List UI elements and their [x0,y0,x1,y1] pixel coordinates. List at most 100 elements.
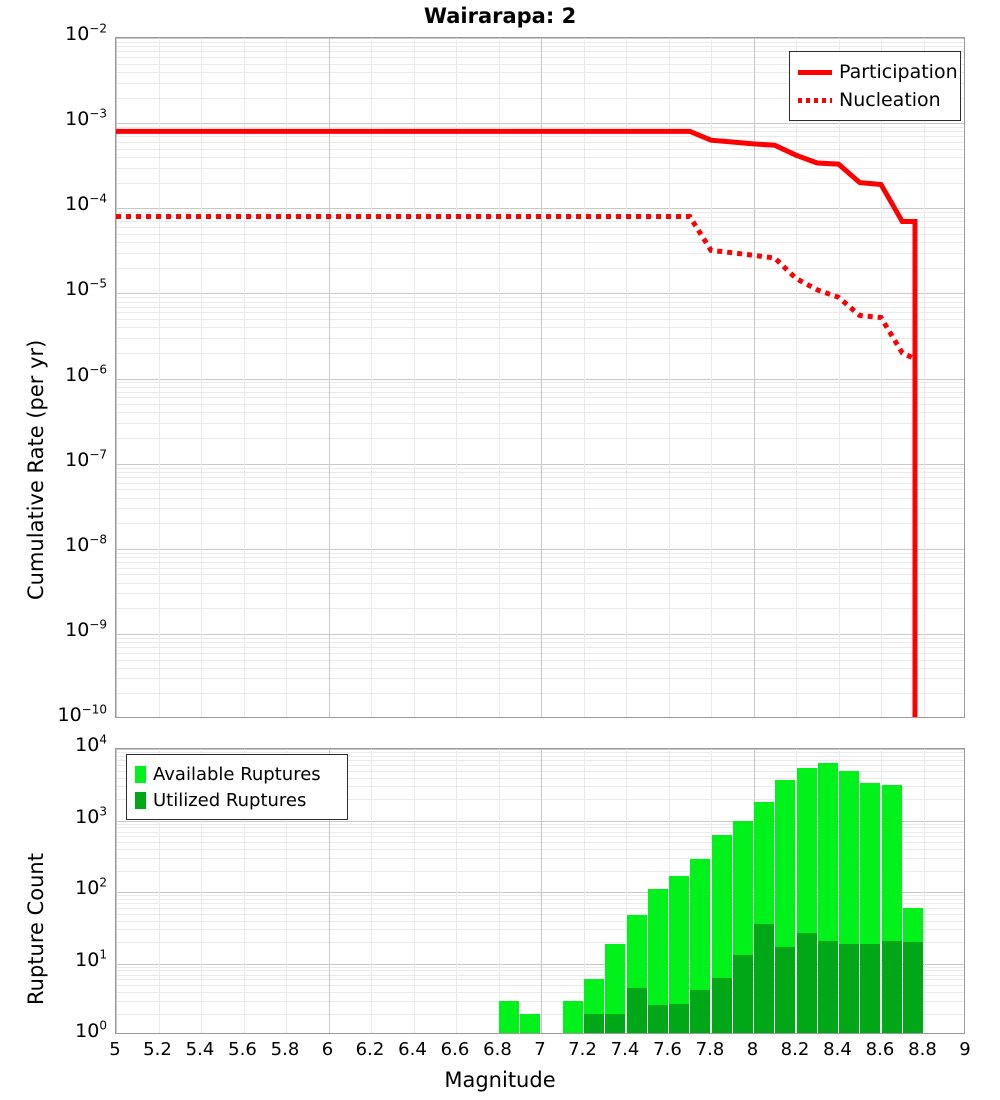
y-axis-tick-label: 10−8 [65,532,107,556]
gridline-horizontal [116,823,964,825]
gridline-horizontal [116,476,964,478]
gridline-vertical [711,749,712,1033]
gridline-vertical [583,38,585,717]
gridline-horizontal [116,212,964,214]
gridline-horizontal [116,647,964,649]
solid-line-icon [798,69,832,75]
gridline-horizontal [116,82,964,84]
y-axis-tick-label: 10−10 [57,702,107,726]
y-axis-tick-label: 104 [75,732,107,756]
gridline-horizontal [116,970,964,972]
gridline-horizontal [116,552,964,554]
gridline-horizontal [116,352,964,354]
bar-available-ruptures [647,889,668,1033]
gridline-vertical [838,749,840,1033]
gridline-horizontal [116,471,964,473]
x-axis-tick-label: 7.4 [610,1039,640,1060]
x-axis-tick-label: 7 [534,1039,546,1060]
bar-available-ruptures [499,1000,520,1033]
top-legend: Participation Nucleation [789,51,961,121]
color-swatch-icon [135,765,146,783]
gridline-vertical [328,749,330,1033]
x-axis-tick-label: 8 [746,1039,759,1060]
bar-utilized-ruptures [796,932,817,1033]
x-axis-tick-label: 8.8 [908,1039,937,1060]
gridline-horizontal [116,242,964,244]
bar-utilized-ruptures [754,923,775,1033]
gridline-horizontal [116,337,964,339]
gridline-horizontal [116,567,964,569]
gridline-vertical [116,749,117,1033]
cumulative-rate-plot-area [116,38,964,717]
gridline-horizontal [116,942,964,943]
gridline-horizontal [116,966,964,968]
gridline-vertical [753,38,755,717]
gridline-vertical [371,38,372,717]
gridline-horizontal [116,41,964,43]
gridline-horizontal [116,378,964,380]
bar-available-ruptures [605,943,626,1033]
gridline-horizontal [116,633,964,635]
gridline-horizontal [116,842,964,843]
gridline-vertical [583,749,585,1033]
gridline-horizontal [116,391,964,393]
gridline-horizontal [116,467,964,469]
y-axis-tick-label: 100 [75,1018,107,1042]
gridline-horizontal [116,799,964,800]
rupture-count-plot-panel [115,748,965,1034]
gridline-horizontal [116,992,964,993]
gridline-horizontal [116,786,964,788]
gridline-horizontal [116,297,964,299]
bar-utilized-ruptures [732,955,753,1033]
gridline-horizontal [116,293,964,295]
y-axis-tick-label: 10−4 [65,191,107,216]
gridline-vertical [116,38,117,717]
gridline-horizontal [116,582,964,584]
gridline-horizontal [116,438,964,439]
gridline-vertical [243,38,245,717]
bar-utilized-ruptures [626,988,647,1033]
gridline-horizontal [116,764,964,766]
gridline-vertical [201,38,202,717]
gridline-horizontal [116,397,964,399]
gridline-vertical [753,749,755,1033]
gridline-horizontal [116,63,964,65]
y-axis-tick-label: 102 [75,875,107,899]
gridline-horizontal [116,667,964,669]
gridline-horizontal [116,979,964,981]
bar-utilized-ruptures [775,947,796,1033]
gridline-horizontal [116,974,964,976]
gridline-vertical [796,38,797,717]
gridline-vertical [541,749,542,1033]
gridline-horizontal [116,770,964,772]
bar-available-ruptures [520,1013,541,1033]
gridline-horizontal [116,312,964,314]
gridline-horizontal [116,678,964,680]
gridline-horizontal [116,497,964,499]
gridline-horizontal [116,857,964,859]
gridline-horizontal [116,301,964,303]
gridline-horizontal [116,907,964,909]
bar-utilized-ruptures [669,1004,690,1033]
gridline-vertical [413,749,415,1033]
x-axis-tick-label: 9 [959,1039,971,1060]
gridline-horizontal [116,382,964,384]
legend-item: Utilized Ruptures [135,787,337,813]
gridline-horizontal [116,637,964,639]
x-axis-tick-label: 5.4 [185,1039,215,1060]
gridline-vertical [923,749,925,1033]
bar-utilized-ruptures [860,943,881,1033]
gridline-horizontal [116,903,964,905]
gridline-vertical [796,749,797,1033]
gridline-vertical [158,38,160,717]
x-axis-tick-label: 5.8 [270,1039,300,1060]
x-axis-tick-label: 8.4 [823,1039,852,1060]
gridline-vertical [201,749,202,1033]
gridline-horizontal [116,208,964,210]
x-axis-tick-label: 5.6 [228,1039,257,1060]
gridline-horizontal [116,123,964,125]
bar-utilized-ruptures [711,977,732,1033]
gridline-vertical [456,38,457,717]
y-axis-tick-label: 10−5 [65,277,107,301]
x-axis-tick-label: 5 [109,1039,121,1060]
